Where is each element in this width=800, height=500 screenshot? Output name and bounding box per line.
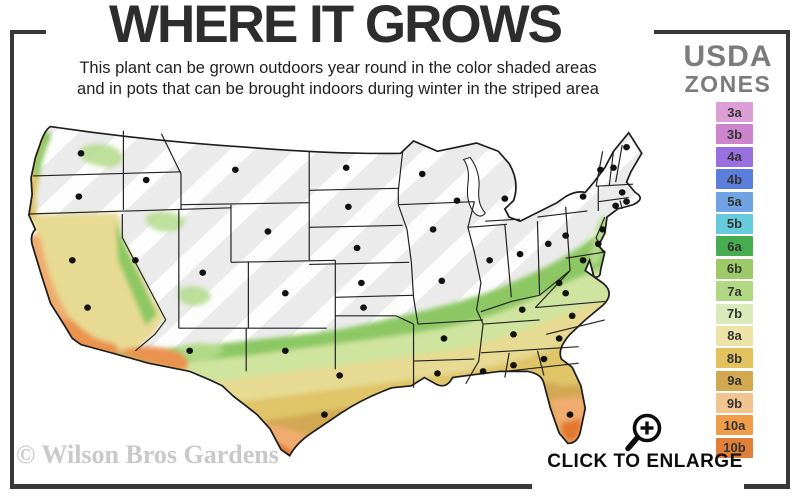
- city-dot: [486, 257, 493, 264]
- frame-top-left: [10, 30, 46, 34]
- city-dot: [510, 331, 517, 338]
- city-dot: [429, 226, 437, 233]
- frame-bottom-right: [744, 484, 790, 489]
- usda-zone-map[interactable]: [18, 106, 670, 466]
- click-to-enlarge-button[interactable]: CLICK TO ENLARGE: [547, 451, 743, 472]
- city-dot: [344, 203, 352, 210]
- city-dot: [610, 164, 617, 171]
- city-dots: [68, 143, 630, 418]
- zone-chip-6b: 6b: [716, 258, 753, 279]
- zone-chip-7b: 7b: [716, 303, 753, 324]
- zone-chip-7a: 7a: [716, 281, 753, 302]
- city-dot: [75, 193, 83, 200]
- city-dot: [562, 232, 570, 239]
- subtitle-line-2: and in pots that can be brought indoors …: [77, 80, 599, 99]
- legend-heading: USDA ZONES: [672, 40, 784, 97]
- city-dot: [579, 193, 587, 200]
- city-dot: [186, 347, 194, 354]
- zone-chip-6a: 6a: [716, 236, 753, 257]
- zone-oregon-shore: [28, 181, 31, 214]
- city-dot: [479, 368, 487, 375]
- city-dot: [336, 372, 344, 379]
- zone-mogollon-patch: [178, 343, 225, 361]
- zone-chip-9b: 9b: [716, 393, 753, 414]
- city-dot: [68, 257, 76, 264]
- city-dot: [418, 170, 426, 178]
- us-outline: [27, 125, 643, 457]
- subtitle: This plant can be grown outdoors year ro…: [28, 58, 648, 100]
- city-dot: [562, 290, 570, 297]
- city-dot: [440, 335, 448, 342]
- zone-chip-3b: 3b: [716, 124, 753, 145]
- city-dot: [501, 195, 509, 202]
- zone-chip-4b: 4b: [716, 169, 753, 190]
- frame-right: [786, 30, 790, 488]
- legend-heading-usda: USDA: [683, 40, 773, 73]
- city-dot: [434, 370, 441, 377]
- city-dot: [618, 189, 626, 196]
- city-dot: [568, 312, 576, 320]
- city-dot: [321, 411, 328, 418]
- zone-chip-5a: 5a: [716, 191, 753, 212]
- zone-chip-8a: 8a: [716, 325, 753, 346]
- city-dot: [264, 228, 272, 235]
- city-dot: [579, 257, 587, 264]
- frame-top-right: [654, 30, 790, 34]
- magnifier-plus-icon[interactable]: [620, 410, 668, 456]
- city-dot: [281, 290, 289, 297]
- zone-chip-4a: 4a: [716, 146, 753, 167]
- city-dot: [77, 150, 85, 157]
- city-dot: [599, 226, 606, 233]
- zone-chip-10a: 10a: [716, 415, 753, 436]
- city-dot: [612, 202, 620, 209]
- city-dot: [360, 304, 367, 311]
- city-dot: [594, 240, 602, 248]
- legend-heading-zones: ZONES: [684, 71, 772, 97]
- zone-chip-9a: 9a: [716, 370, 753, 391]
- city-dot: [510, 362, 517, 369]
- zone-chip-3a: 3a: [716, 102, 753, 122]
- city-dot: [544, 240, 552, 248]
- zone-utah-patch: [177, 286, 212, 306]
- zone-idaho-patch: [145, 211, 186, 232]
- city-dot: [566, 411, 574, 418]
- city-dot: [555, 335, 563, 342]
- city-dot: [84, 304, 91, 311]
- zone-arizona-orange: [120, 346, 189, 373]
- city-dot: [597, 166, 604, 173]
- zone-chip-10b: 10b: [716, 437, 753, 458]
- city-dot: [131, 257, 139, 264]
- zone-chip-8b: 8b: [716, 348, 753, 369]
- city-dot: [453, 197, 461, 204]
- city-dot: [353, 244, 361, 252]
- city-dot: [540, 355, 548, 363]
- zone-list: 3a 3b 4a 4b 5a 5b 6a 6b 7a 7b 8a 8b 9a 9b 10a 10b: [716, 102, 753, 460]
- city-dot: [438, 277, 446, 285]
- city-dot: [516, 250, 524, 258]
- frame-left: [10, 30, 14, 488]
- zone-inland-nw-patch: [81, 143, 122, 168]
- city-dot: [231, 166, 239, 173]
- city-dot: [142, 176, 150, 184]
- frame-bottom-left: [10, 484, 532, 489]
- city-dot: [358, 279, 365, 287]
- zone-washington-coast: [28, 130, 51, 183]
- subtitle-line-1: This plant can be grown outdoors year ro…: [79, 59, 597, 77]
- city-dot: [623, 198, 630, 205]
- watermark: © Wilson Bros Gardens: [16, 440, 279, 469]
- city-dot: [199, 269, 207, 276]
- city-dot: [623, 143, 630, 151]
- zone-sierra-green: [115, 221, 158, 327]
- city-dot: [281, 347, 289, 354]
- city-dot: [518, 306, 526, 313]
- page-title: WHERE IT GROWS: [109, 0, 563, 54]
- zone-chip-5b: 5b: [716, 213, 753, 234]
- city-dot: [342, 164, 350, 171]
- city-dot: [555, 279, 563, 287]
- zone-south-florida-orange: [561, 418, 581, 442]
